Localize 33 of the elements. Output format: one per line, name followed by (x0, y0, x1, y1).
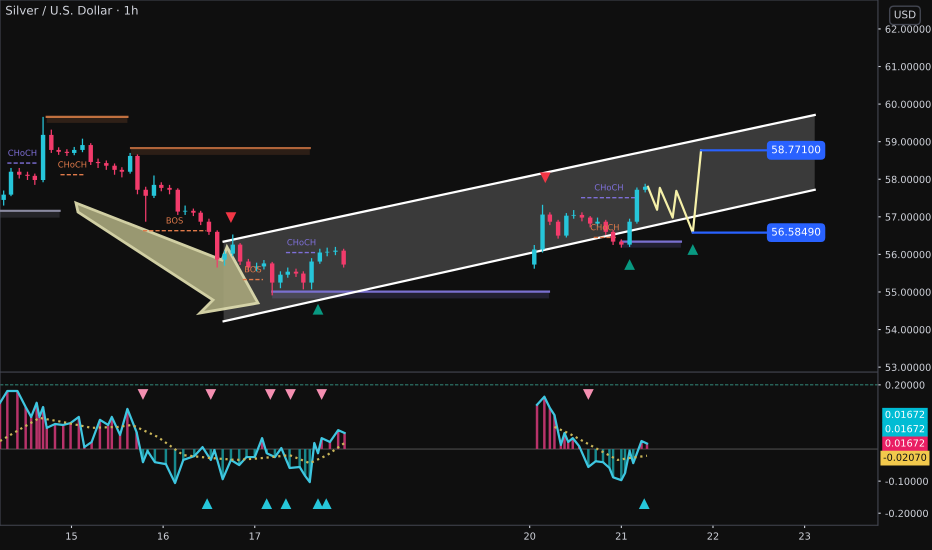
y-tick-label: 58.00000 (886, 176, 931, 184)
y-tick-label: -0.10000 (885, 478, 928, 485)
y-tick-label: 60.00000 (886, 100, 931, 108)
series-label: CHoCH (8, 150, 36, 156)
y-tick-label: 56.00000 (886, 250, 931, 258)
y-tick-label: 54.00000 (886, 326, 931, 334)
x-tick-label: 22 (708, 532, 718, 540)
x-tick-label: 23 (799, 532, 810, 540)
series-label: 56.58490 (772, 228, 820, 236)
x-tick-label: 20 (524, 532, 536, 540)
x-tick-label: 17 (250, 532, 260, 540)
series-label: CHoCH (287, 239, 316, 246)
x-tick-label: 15 (66, 532, 77, 540)
y-tick-label: 62.00000 (886, 25, 931, 33)
chart-title: Silver / U.S. Dollar · 1h (6, 6, 138, 16)
y-tick-label: 53.00000 (886, 364, 931, 371)
y-tick-label: 57.00000 (886, 213, 931, 221)
y-tick-label: 55.00000 (886, 288, 931, 296)
series-label: BOS (166, 217, 183, 224)
x-tick-label: 21 (616, 532, 627, 540)
text: -0.02070 (884, 454, 926, 461)
text: 0.01672 (886, 439, 924, 447)
series-label: CHoCH (58, 161, 86, 168)
series-label: 58.77100 (772, 145, 820, 154)
y-tick-label: 0.20000 (886, 381, 924, 389)
text: USD (894, 10, 916, 18)
text: 0.01672 (886, 410, 924, 418)
text: 0.01672 (886, 425, 924, 432)
x-tick-label: 16 (158, 532, 169, 540)
y-tick-label: 59.00000 (886, 138, 931, 146)
series-label: CHoCH (594, 184, 623, 190)
y-tick-label: 61.00000 (886, 62, 931, 70)
y-tick-label: -0.20000 (885, 510, 928, 518)
